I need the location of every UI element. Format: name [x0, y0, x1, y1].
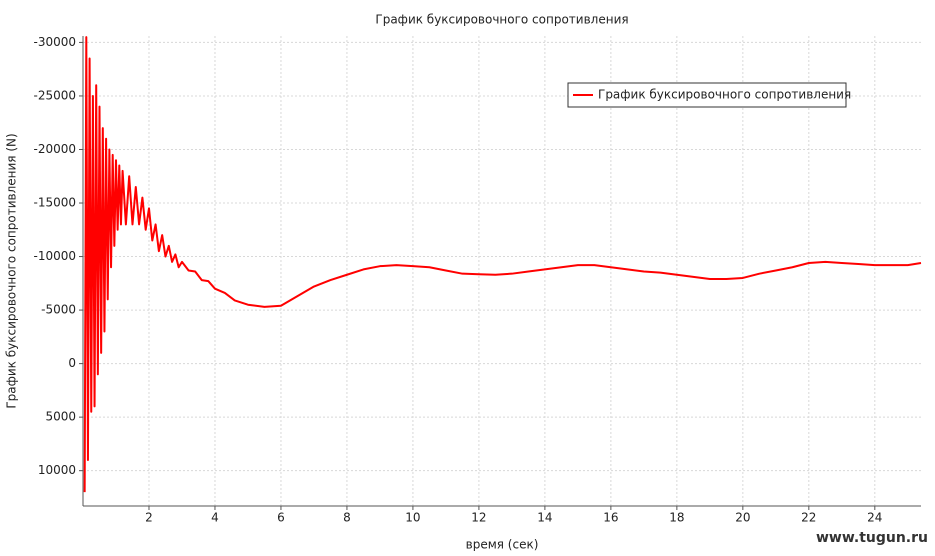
- x-tick-label: 12: [471, 511, 486, 525]
- x-tick-label: 16: [603, 511, 618, 525]
- watermark: www.tugun.ru: [816, 530, 928, 546]
- x-tick-label: 22: [801, 511, 816, 525]
- y-tick-label: -15000: [33, 196, 76, 210]
- x-tick-label: 4: [211, 511, 219, 525]
- y-tick-label: 10000: [38, 463, 76, 477]
- y-tick-label: -25000: [33, 88, 76, 102]
- x-axis-label: время (сек): [466, 538, 539, 552]
- y-axis-label: График буксировочного сопротивления (N): [5, 133, 19, 408]
- y-tick-label: -30000: [33, 35, 76, 49]
- x-tick-label: 18: [669, 511, 684, 525]
- y-tick-label: -5000: [41, 303, 76, 317]
- x-tick-label: 10: [405, 511, 420, 525]
- legend-box: [567, 82, 847, 108]
- x-tick-label: 24: [867, 511, 882, 525]
- x-tick-label: 8: [343, 511, 351, 525]
- x-tick-label: 14: [537, 511, 552, 525]
- y-tick-label: -10000: [33, 249, 76, 263]
- y-tick-label: -20000: [33, 142, 76, 156]
- legend-label: График буксировочного сопротивления: [598, 88, 851, 102]
- y-tick-label: 0: [68, 356, 76, 370]
- y-tick-label: 5000: [45, 410, 76, 424]
- chart-title: График буксировочного сопротивления: [375, 13, 628, 27]
- data-line: [83, 36, 922, 493]
- x-tick-label: 6: [277, 511, 285, 525]
- x-tick-label: 20: [735, 511, 750, 525]
- x-tick-label: 2: [145, 511, 153, 525]
